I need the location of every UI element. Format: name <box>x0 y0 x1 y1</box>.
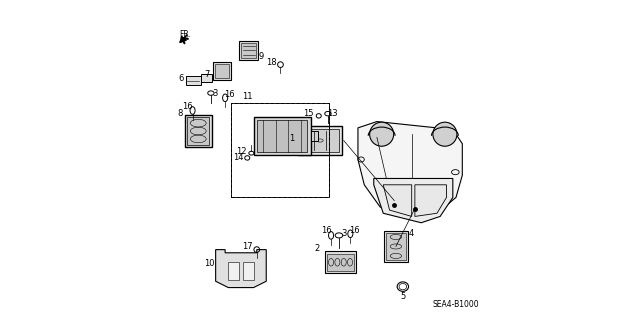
Text: 2: 2 <box>314 243 319 253</box>
Bar <box>202 74 212 82</box>
Text: 8: 8 <box>177 109 183 118</box>
Bar <box>186 76 201 85</box>
Bar <box>228 262 239 280</box>
Text: 16: 16 <box>349 226 360 235</box>
Text: 3: 3 <box>212 89 218 98</box>
Bar <box>232 103 330 197</box>
Text: 13: 13 <box>327 109 338 118</box>
Bar <box>257 120 307 152</box>
Text: 4: 4 <box>408 229 413 238</box>
Text: 18: 18 <box>266 58 276 67</box>
Bar <box>324 251 356 273</box>
Bar <box>232 103 330 197</box>
Text: 16: 16 <box>182 102 193 111</box>
Text: 17: 17 <box>243 242 253 251</box>
Text: 6: 6 <box>179 74 184 83</box>
Text: SEA4-B1000: SEA4-B1000 <box>433 300 479 309</box>
Text: 5: 5 <box>400 292 406 300</box>
Bar <box>243 262 253 280</box>
Bar <box>213 62 230 80</box>
Text: 16: 16 <box>321 226 332 235</box>
Bar <box>253 117 310 155</box>
Bar <box>384 231 408 262</box>
Text: FR.: FR. <box>180 30 191 39</box>
Text: 3: 3 <box>341 229 346 238</box>
Circle shape <box>433 122 457 146</box>
Bar <box>239 41 259 60</box>
Bar <box>298 126 342 155</box>
Text: 1: 1 <box>289 134 294 144</box>
Bar <box>327 254 354 271</box>
Text: 10: 10 <box>204 259 214 268</box>
Bar <box>241 43 257 58</box>
Bar <box>187 117 209 145</box>
Polygon shape <box>415 185 447 216</box>
Polygon shape <box>216 250 266 287</box>
Text: 9: 9 <box>259 52 264 61</box>
Bar <box>215 64 228 78</box>
Polygon shape <box>383 185 412 216</box>
Polygon shape <box>358 122 462 216</box>
Bar <box>387 233 406 260</box>
Text: 12: 12 <box>236 147 246 156</box>
Text: 14: 14 <box>233 153 243 162</box>
Bar <box>185 115 212 147</box>
Text: 7: 7 <box>204 70 209 79</box>
Bar <box>301 130 339 152</box>
Text: 15: 15 <box>303 109 314 118</box>
Polygon shape <box>374 178 453 223</box>
Circle shape <box>370 122 394 146</box>
Text: 16: 16 <box>225 90 235 99</box>
Text: 11: 11 <box>242 92 253 101</box>
Bar <box>310 131 319 141</box>
